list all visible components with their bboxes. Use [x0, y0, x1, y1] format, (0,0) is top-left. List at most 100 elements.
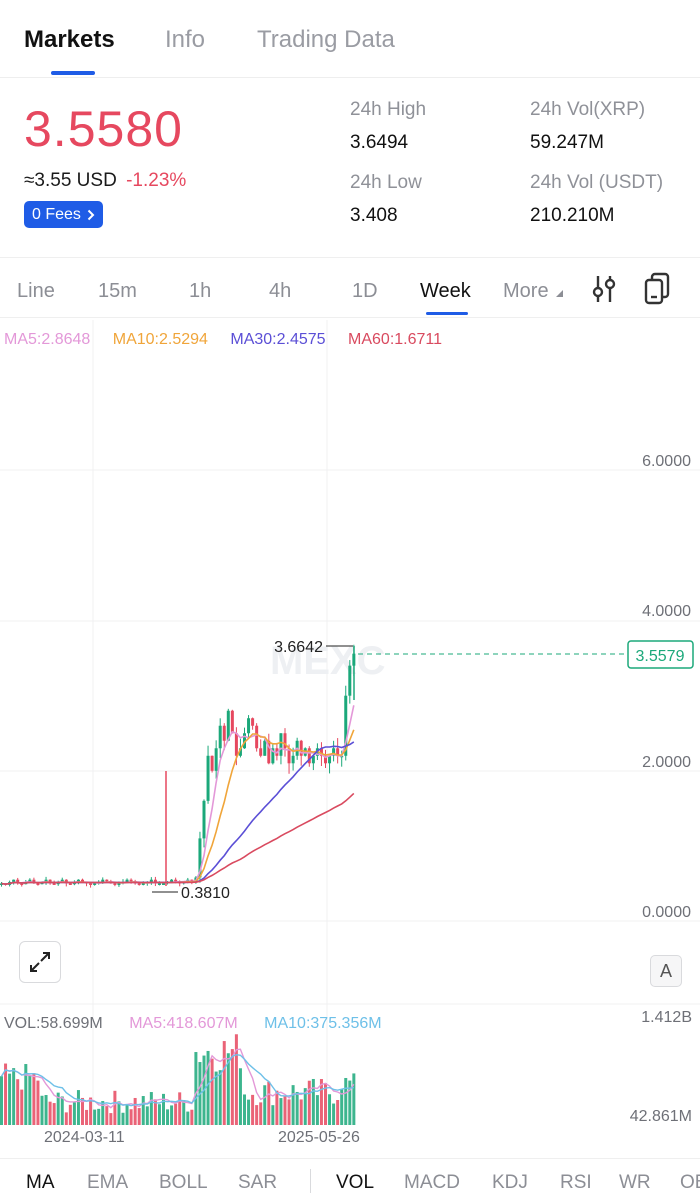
candle-body — [222, 725, 226, 741]
volume-bar — [56, 1092, 60, 1125]
divider — [0, 317, 700, 318]
candle-body — [218, 725, 222, 749]
volume-ma-lines — [0, 1048, 355, 1109]
candle-body — [319, 748, 323, 756]
volume-bar — [12, 1068, 16, 1125]
volume-bar — [0, 1076, 3, 1125]
ma5-line — [1, 705, 355, 886]
price-chart[interactable]: 6.0000 4.0000 2.0000 0.0000 MEXC 3.6642 … — [0, 310, 700, 1150]
volume-bar — [85, 1109, 89, 1125]
volume-bar — [186, 1111, 190, 1125]
volume-bar — [234, 1034, 238, 1125]
divider — [0, 257, 700, 258]
volume-bar — [344, 1077, 348, 1125]
date-axis-label: 2025-05-26 — [278, 1129, 360, 1146]
high-label: 24h High — [350, 99, 427, 120]
volume-bar — [145, 1106, 149, 1125]
interval-1d[interactable]: 1D — [352, 280, 378, 302]
volume-bar — [178, 1092, 182, 1125]
candle-body — [226, 710, 230, 741]
vol-usdt-value: 210.210M — [530, 205, 615, 226]
candle-body — [311, 755, 315, 764]
volume-bar — [16, 1079, 20, 1125]
interval-line[interactable]: Line — [17, 280, 55, 302]
candle — [198, 831, 202, 883]
volume-bar — [352, 1073, 356, 1125]
interval-more[interactable]: More — [503, 280, 564, 303]
scale-mode-button[interactable]: A — [650, 955, 682, 987]
volume-bar — [76, 1090, 80, 1125]
volume-bar — [182, 1100, 186, 1125]
interval-week[interactable]: Week — [420, 280, 471, 302]
candle-body — [44, 879, 48, 882]
indicator-tab-bar: MA EMA BOLL SAR VOL MACD KDJ RSI WR OBV — [0, 1158, 700, 1200]
divider — [310, 1169, 311, 1193]
volume-bar — [251, 1094, 255, 1125]
tab-trading-data[interactable]: Trading Data — [257, 26, 395, 53]
volume-bar — [101, 1101, 105, 1125]
volume-ma10-line — [0, 1053, 354, 1107]
tab-markets[interactable]: Markets — [24, 26, 115, 53]
volume-bar — [238, 1068, 242, 1125]
last-price-tag — [627, 640, 694, 669]
ma60-value: MA60:1.6711 — [348, 331, 443, 348]
low-value: 3.408 — [350, 205, 398, 226]
indicator-kdj[interactable]: KDJ — [492, 1172, 528, 1193]
volume-bar — [105, 1106, 109, 1125]
volume-bar — [52, 1103, 56, 1125]
candle — [247, 715, 251, 739]
candle-body — [68, 883, 72, 885]
candle-body — [101, 879, 105, 882]
indicator-sar[interactable]: SAR — [238, 1172, 278, 1193]
volume-bar — [263, 1085, 267, 1125]
interval-4h[interactable]: 4h — [269, 280, 292, 302]
copy-icon[interactable] — [642, 272, 672, 306]
indicator-obv[interactable]: OBV — [680, 1172, 700, 1193]
volume-bar — [44, 1095, 48, 1125]
price-axis-label: 4.0000 — [642, 603, 691, 620]
candle-body — [137, 883, 141, 885]
candle — [307, 746, 311, 767]
indicator-ema[interactable]: EMA — [87, 1172, 129, 1193]
indicator-rsi[interactable]: RSI — [560, 1172, 592, 1193]
volume-ma5-value: MA5:418.607M — [129, 1015, 238, 1032]
candle — [251, 717, 255, 730]
candle-body — [20, 883, 24, 885]
candle-body — [12, 879, 16, 882]
moving-average-lines — [1, 705, 355, 886]
candle — [324, 749, 327, 769]
candle-body — [93, 883, 97, 885]
volume-bar — [137, 1108, 141, 1125]
indicator-wr[interactable]: WR — [619, 1172, 651, 1193]
candle-body — [336, 748, 340, 756]
candle-body — [210, 755, 214, 771]
candle — [202, 799, 206, 848]
indicator-ma[interactable]: MA — [26, 1172, 55, 1193]
volume-bar — [93, 1109, 97, 1125]
volume-bar — [68, 1104, 72, 1125]
candle-body — [267, 740, 271, 764]
ma5-value: MA5:2.8648 — [4, 331, 91, 348]
expand-chart-button[interactable] — [19, 941, 61, 983]
tab-info[interactable]: Info — [165, 26, 206, 53]
candle — [222, 723, 226, 751]
candle-body — [174, 879, 178, 882]
price-axis-label: 0.0000 — [642, 904, 691, 921]
volume-bar — [129, 1109, 133, 1125]
volume-bar — [222, 1041, 226, 1125]
indicator-settings-icon[interactable] — [589, 272, 619, 306]
volume-bar — [153, 1099, 157, 1125]
volume-bar — [340, 1089, 344, 1125]
candle — [271, 743, 275, 765]
volume-bar — [117, 1101, 121, 1125]
indicator-vol[interactable]: VOL — [336, 1172, 375, 1193]
candle-body — [299, 740, 303, 756]
vol-usdt-label: 24h Vol (USDT) — [530, 172, 664, 193]
indicator-boll[interactable]: BOLL — [159, 1172, 208, 1193]
volume-bar — [210, 1058, 214, 1125]
candle-body — [198, 838, 202, 878]
interval-1h[interactable]: 1h — [189, 280, 212, 302]
zero-fees-button[interactable]: 0 Fees — [24, 201, 103, 228]
interval-15m[interactable]: 15m — [98, 280, 137, 302]
indicator-macd[interactable]: MACD — [404, 1172, 460, 1193]
